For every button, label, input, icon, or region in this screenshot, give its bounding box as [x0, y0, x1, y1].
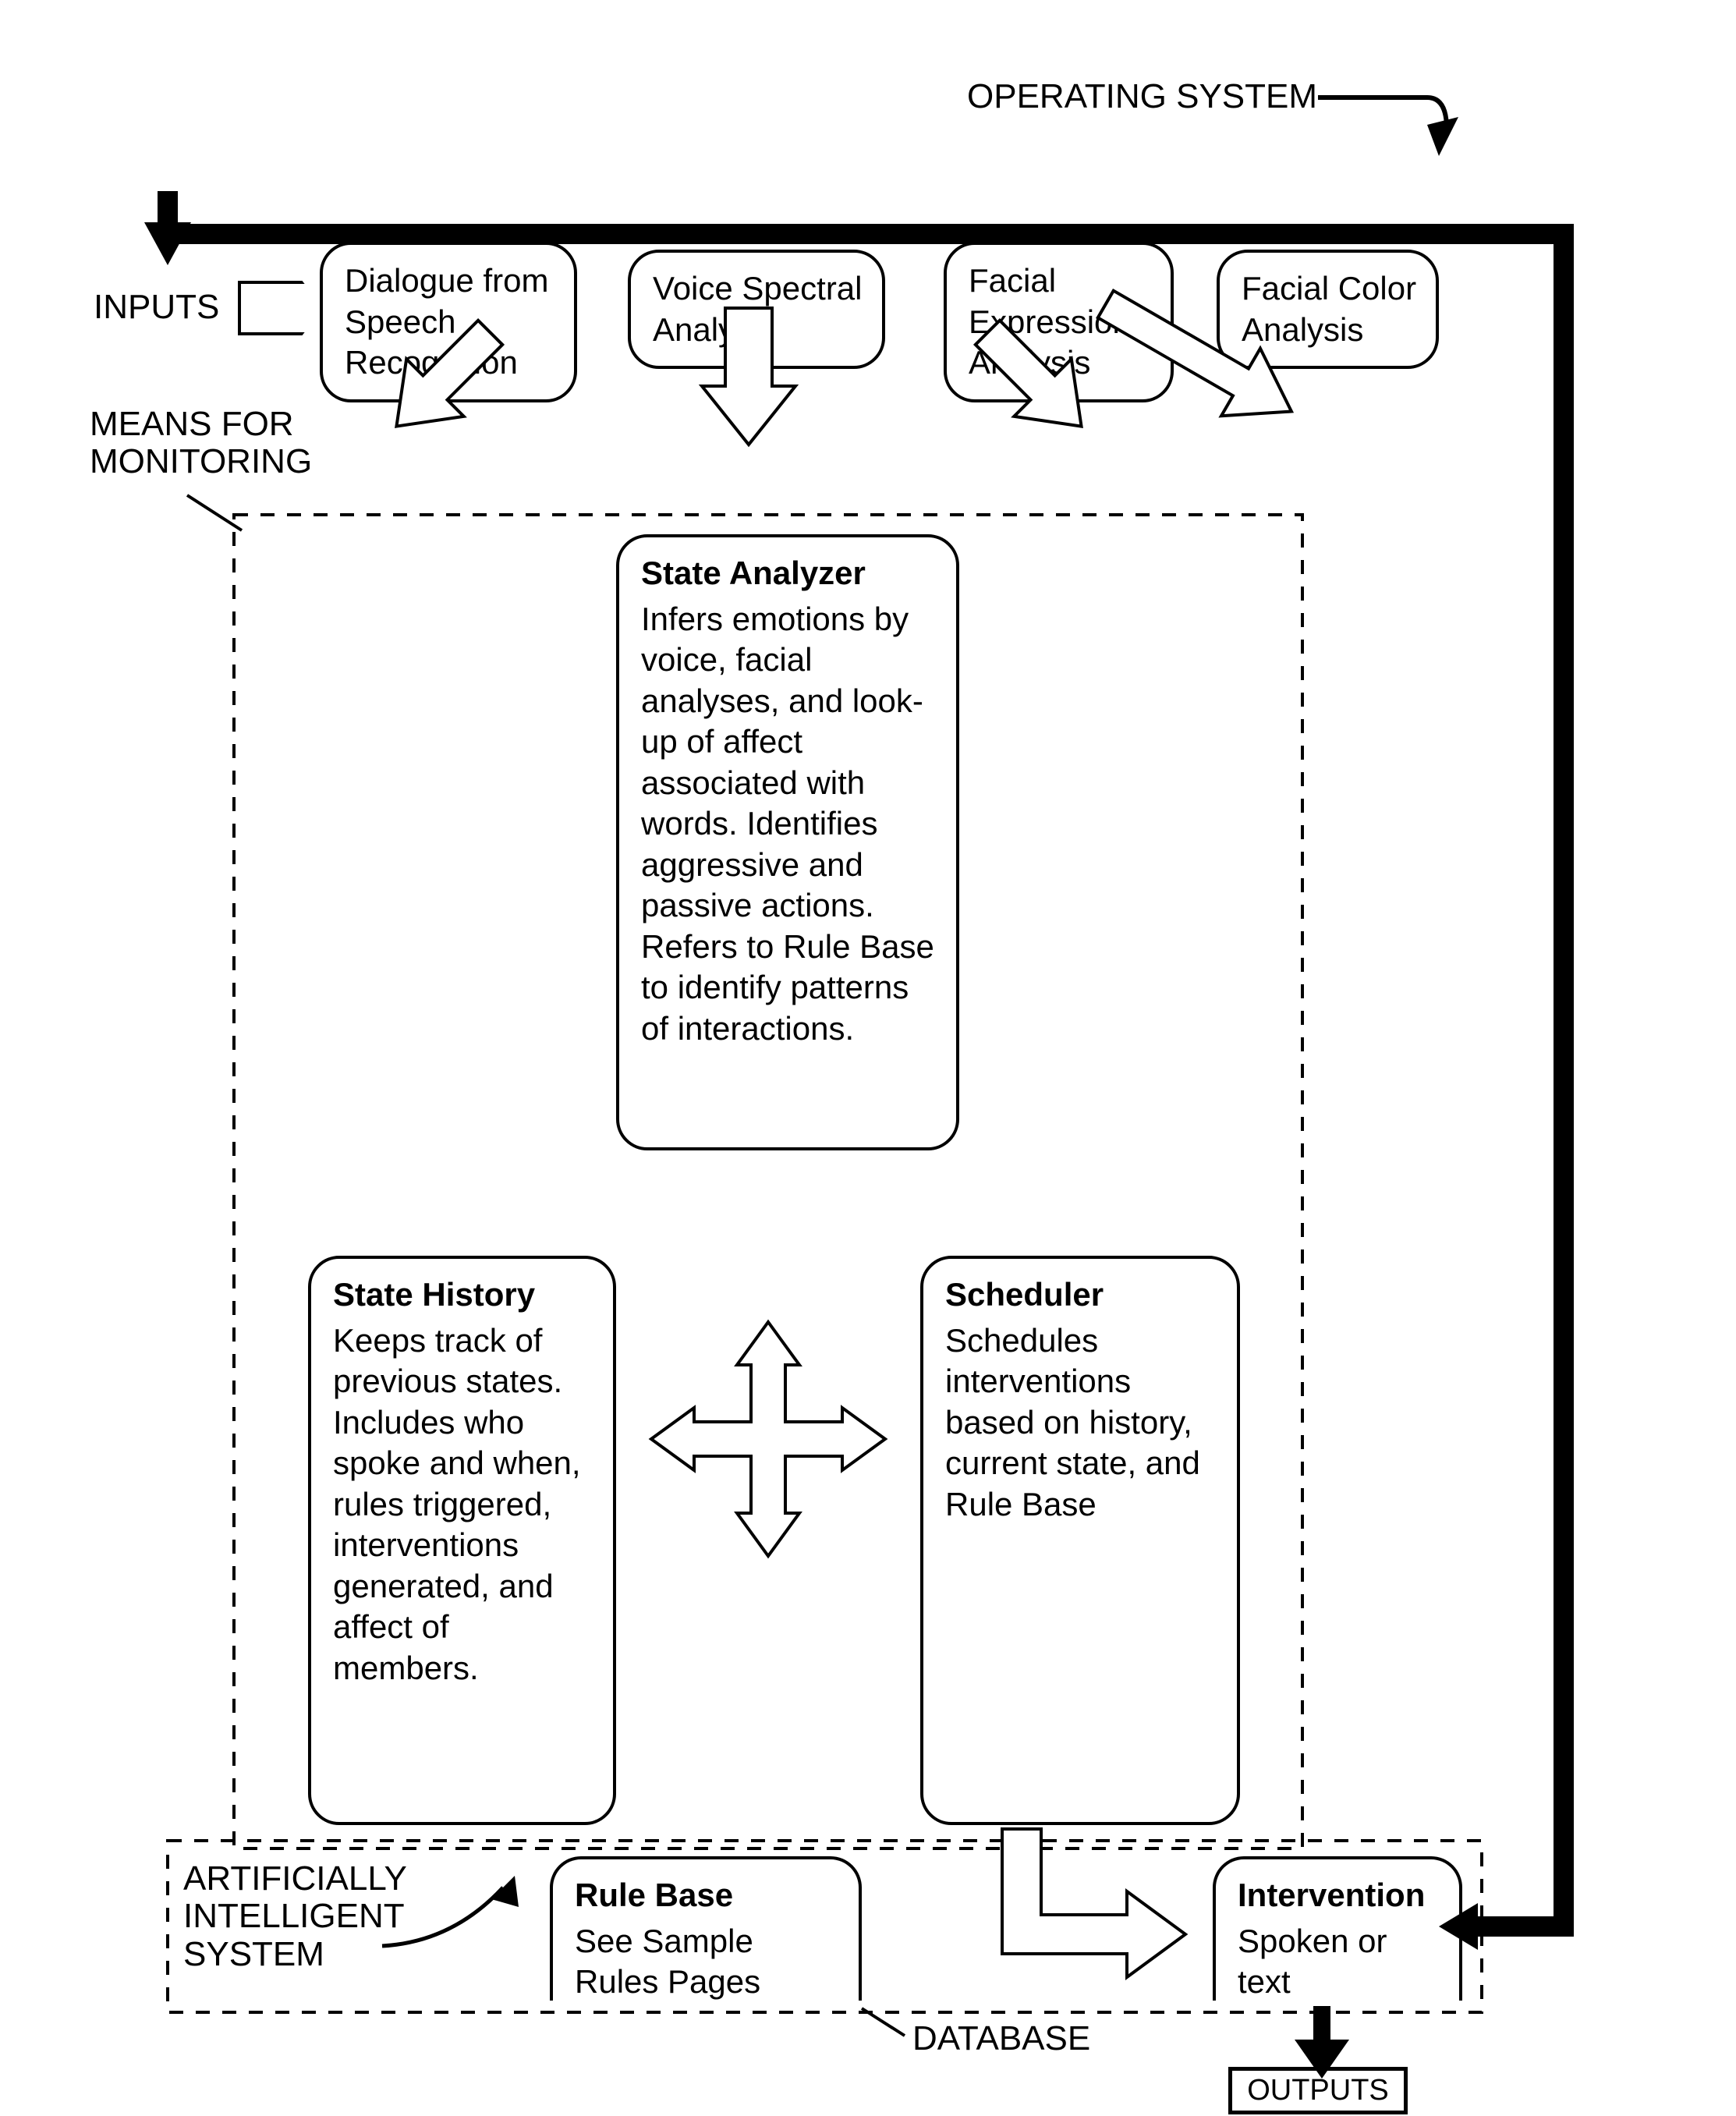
intervention-title: Intervention: [1238, 1875, 1437, 1916]
state-history-title: State History: [333, 1274, 591, 1316]
os-hook-arrow-icon: [1318, 97, 1458, 156]
box-scheduler: Scheduler Schedules interventions based …: [920, 1256, 1240, 1825]
box-facial-color-text: Facial Color Analysis: [1242, 268, 1414, 350]
rule-base-body: See Sample Rules Pages: [575, 1921, 837, 2003]
box-rule-base: Rule Base See Sample Rules Pages: [550, 1856, 862, 2001]
box-voice-spectral: Voice Spectral Analysis: [628, 250, 885, 369]
inputs-label: INPUTS: [94, 289, 219, 326]
database-label: DATABASE: [912, 2020, 1090, 2058]
scheduler-body: Schedules interventions based on history…: [945, 1320, 1215, 1526]
monitoring-label-leader: [187, 495, 242, 530]
rule-base-title: Rule Base: [575, 1875, 837, 1916]
scheduler-title: Scheduler: [945, 1274, 1215, 1316]
arrow-scheduler-to-intervention: [1002, 1829, 1185, 1977]
cross-arrow-icon: [651, 1322, 885, 1556]
box-voice-spectral-text: Voice Spectral Analysis: [653, 268, 860, 350]
box-facial-expression: Facial Expression Analysis: [944, 242, 1174, 402]
box-facial-color: Facial Color Analysis: [1217, 250, 1439, 369]
box-facial-expression-text: Facial Expression Analysis: [969, 261, 1149, 384]
box-intervention: Intervention Spoken or text: [1213, 1856, 1462, 2001]
state-analyzer-body: Infers emotions by voice, facial analyse…: [641, 599, 934, 1050]
state-analyzer-title: State Analyzer: [641, 553, 934, 594]
operating-system-label: OPERATING SYSTEM: [967, 78, 1317, 115]
box-state-analyzer: State Analyzer Infers emotions by voice,…: [616, 534, 959, 1150]
inputs-pentagon-icon: [238, 281, 324, 335]
box-state-history: State History Keeps track of previous st…: [308, 1256, 616, 1825]
box-dialogue-text: Dialogue from Speech Recognition: [345, 261, 552, 384]
database-leader: [862, 2008, 905, 2036]
outputs-box: OUTPUTS: [1228, 2067, 1408, 2114]
ai-system-label: ARTIFICIALLY INTELLIGENT SYSTEM: [183, 1860, 407, 1973]
intervention-body: Spoken or text: [1238, 1921, 1437, 2003]
outputs-label: OUTPUTS: [1247, 2074, 1389, 2107]
state-history-body: Keeps track of previous states. Includes…: [333, 1320, 591, 1689]
means-for-monitoring-label: MEANS FOR MONITORING: [90, 406, 312, 481]
box-dialogue: Dialogue from Speech Recognition: [320, 242, 577, 402]
